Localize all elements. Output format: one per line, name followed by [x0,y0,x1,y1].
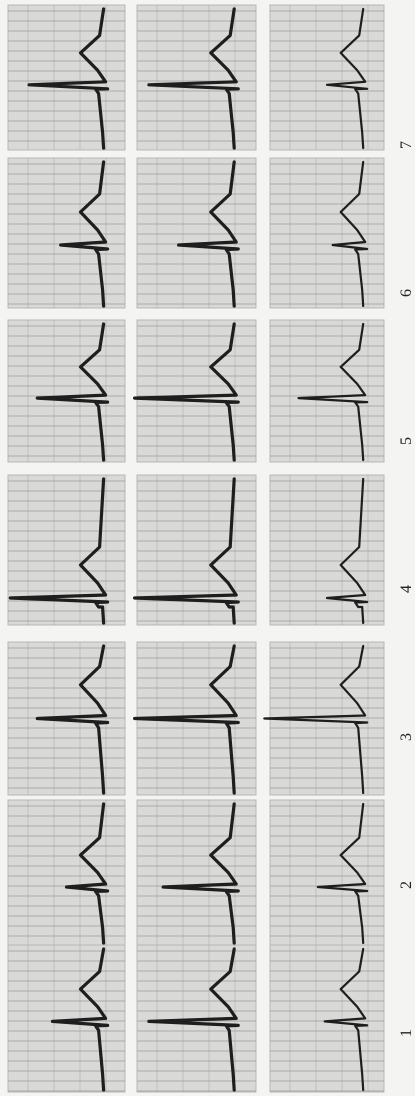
ecg-strip [269,474,385,626]
ecg-trace [35,644,110,795]
ecg-trace [316,802,369,945]
ecg-trace [59,160,110,308]
ecg-strip [7,474,126,626]
ecg-strip [133,319,257,463]
ecg-strip [7,319,126,463]
ecg-strip [269,944,385,1093]
ecg-trace [325,7,369,150]
ecg-strip [7,641,126,796]
ecg-strip [136,157,257,309]
ecg-strip [269,4,385,151]
ecg-trace [64,802,110,945]
column-label-2: 2 [398,881,415,889]
ecg-trace [133,477,240,625]
column-label-3: 3 [398,733,415,741]
ecg-trace [8,477,110,625]
column-label-5: 5 [398,437,415,445]
ecg-strip [7,4,126,151]
ecg-panel-grid [7,4,385,1093]
ecg-trace [133,644,240,795]
ecg-strip [269,157,385,309]
ecg-trace [323,947,369,1092]
ecg-trace [161,802,240,945]
ecg-strip [133,641,257,796]
ecg-strip [269,799,385,946]
ecg-strip [269,319,385,463]
column-labels: 1 2 3 4 5 6 7 [398,141,415,1037]
ecg-trace [331,160,369,308]
ecg-trace [147,7,240,150]
ecg-strip [136,4,257,151]
ecg-strip [7,157,126,309]
ecg-trace [35,322,110,462]
ecg-strip [263,641,385,796]
ecg-strip [136,944,257,1093]
ecg-trace [177,160,240,308]
ecg-trace [133,322,240,462]
ecg-trace [50,947,110,1092]
ecg-strip [133,474,257,626]
ecg-trace [297,322,369,462]
ecg-trace [263,644,369,795]
column-label-4: 4 [398,585,415,593]
ecg-trace [325,477,369,625]
column-label-7: 7 [398,141,415,149]
column-label-1: 1 [398,1029,415,1037]
ecg-trace [27,7,110,150]
ecg-trace [147,947,240,1092]
ecg-strip [7,799,126,946]
ecg-strip [136,799,257,946]
ecg-strip [7,944,126,1093]
column-label-6: 6 [398,289,415,297]
